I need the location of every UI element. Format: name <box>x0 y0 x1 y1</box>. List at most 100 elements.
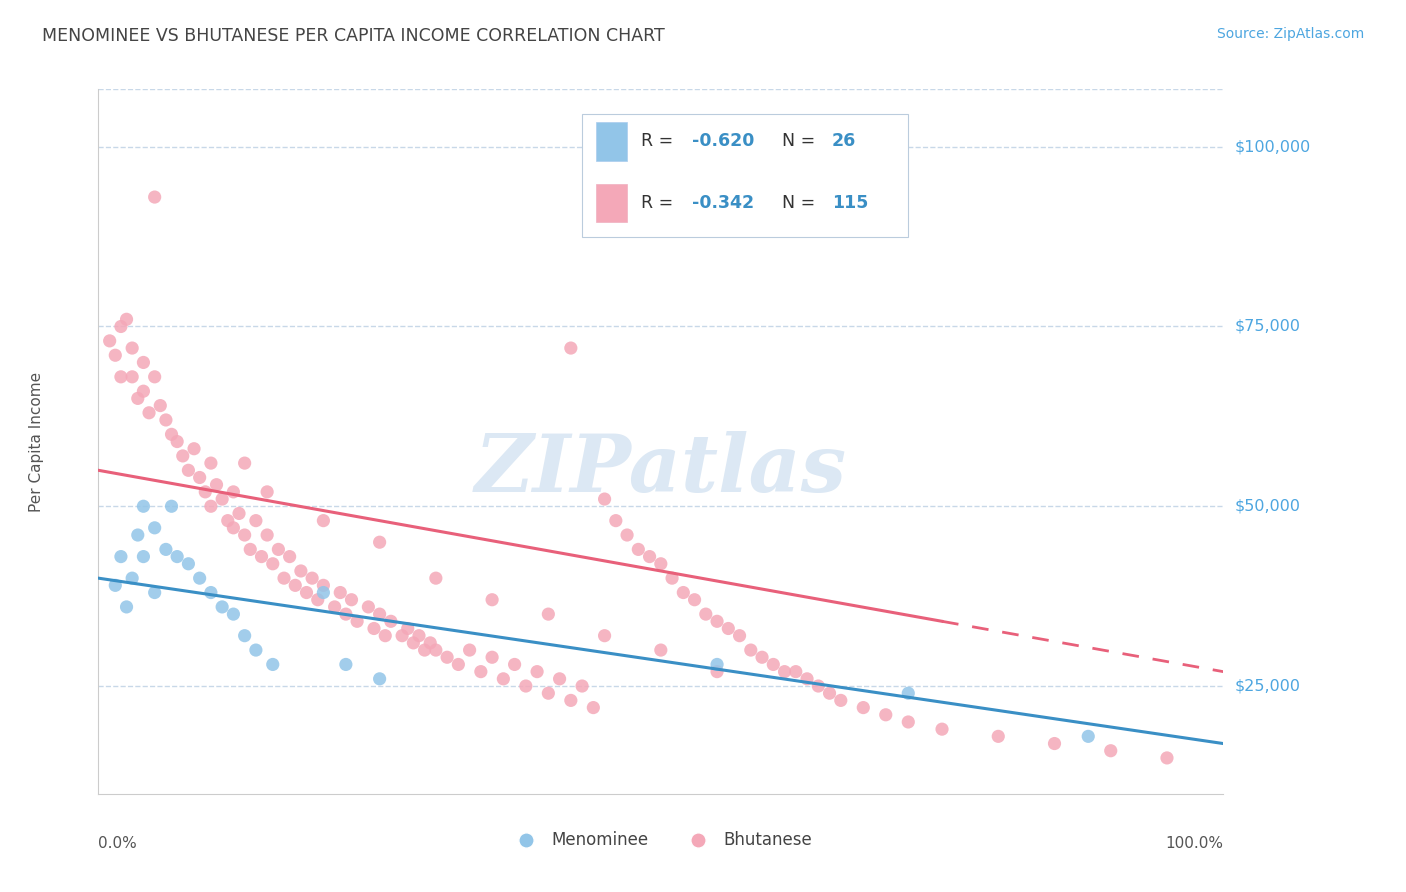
Point <box>183 442 205 456</box>
Point <box>830 693 852 707</box>
Point <box>188 470 211 484</box>
Point <box>368 535 391 549</box>
Point <box>526 665 548 679</box>
Point <box>155 542 177 557</box>
Point <box>262 657 284 672</box>
Point <box>425 643 447 657</box>
Point <box>374 629 396 643</box>
Point <box>121 369 143 384</box>
Point <box>503 657 526 672</box>
Point <box>548 672 571 686</box>
Point <box>1077 730 1099 744</box>
Point <box>323 599 346 614</box>
Point <box>582 700 605 714</box>
Point <box>115 312 138 326</box>
Point <box>875 707 897 722</box>
Point <box>897 714 920 729</box>
Point <box>132 355 155 369</box>
Point <box>222 607 245 621</box>
Point <box>413 643 436 657</box>
Point <box>267 542 290 557</box>
Point <box>396 622 419 636</box>
Text: $75,000: $75,000 <box>1234 319 1301 334</box>
Point <box>706 665 728 679</box>
FancyBboxPatch shape <box>596 184 627 222</box>
Point <box>408 629 430 643</box>
Text: $50,000: $50,000 <box>1234 499 1301 514</box>
Point <box>194 484 217 499</box>
Point <box>211 599 233 614</box>
Point <box>143 585 166 599</box>
Point <box>132 549 155 564</box>
Point <box>605 514 627 528</box>
Point <box>233 528 256 542</box>
Point <box>571 679 593 693</box>
Point <box>458 643 481 657</box>
Point <box>132 384 155 399</box>
Point <box>127 392 149 406</box>
Point <box>143 521 166 535</box>
Point <box>560 693 582 707</box>
Point <box>537 686 560 700</box>
Point <box>728 629 751 643</box>
Point <box>481 650 503 665</box>
Point <box>301 571 323 585</box>
Point <box>211 491 233 506</box>
Point <box>425 571 447 585</box>
Point <box>796 672 818 686</box>
Point <box>228 507 250 521</box>
Point <box>436 650 458 665</box>
Point <box>340 592 363 607</box>
Point <box>672 585 695 599</box>
Point <box>357 599 380 614</box>
Point <box>160 427 183 442</box>
Point <box>762 657 785 672</box>
Point <box>616 528 638 542</box>
Point <box>661 571 683 585</box>
Point <box>931 722 953 736</box>
Point <box>104 348 127 362</box>
Point <box>172 449 194 463</box>
Text: 100.0%: 100.0% <box>1166 836 1223 851</box>
Point <box>650 643 672 657</box>
Point <box>250 549 273 564</box>
Text: N =: N = <box>782 132 821 151</box>
Point <box>98 334 121 348</box>
Point <box>273 571 295 585</box>
Point <box>239 542 262 557</box>
Point <box>200 585 222 599</box>
Point <box>515 679 537 693</box>
Text: R =: R = <box>641 194 678 212</box>
Point <box>593 629 616 643</box>
Point <box>1043 737 1066 751</box>
Point <box>166 549 188 564</box>
Point <box>155 413 177 427</box>
Point <box>537 607 560 621</box>
Point <box>233 629 256 643</box>
Text: Source: ZipAtlas.com: Source: ZipAtlas.com <box>1216 27 1364 41</box>
Point <box>785 665 807 679</box>
Point <box>706 657 728 672</box>
Point <box>481 592 503 607</box>
Point <box>166 434 188 449</box>
Point <box>740 643 762 657</box>
Point <box>278 549 301 564</box>
Point <box>807 679 830 693</box>
Point <box>110 319 132 334</box>
Point <box>256 528 278 542</box>
Text: MENOMINEE VS BHUTANESE PER CAPITA INCOME CORRELATION CHART: MENOMINEE VS BHUTANESE PER CAPITA INCOME… <box>42 27 665 45</box>
Text: 26: 26 <box>832 132 856 151</box>
Point <box>346 615 368 629</box>
Point <box>245 643 267 657</box>
Point <box>751 650 773 665</box>
Point <box>290 564 312 578</box>
Point <box>262 557 284 571</box>
Point <box>470 665 492 679</box>
Text: N =: N = <box>782 194 821 212</box>
Point <box>149 399 172 413</box>
Text: Per Capita Income: Per Capita Income <box>30 371 44 512</box>
Point <box>284 578 307 592</box>
Point <box>593 491 616 506</box>
Point <box>222 484 245 499</box>
Point <box>987 730 1010 744</box>
